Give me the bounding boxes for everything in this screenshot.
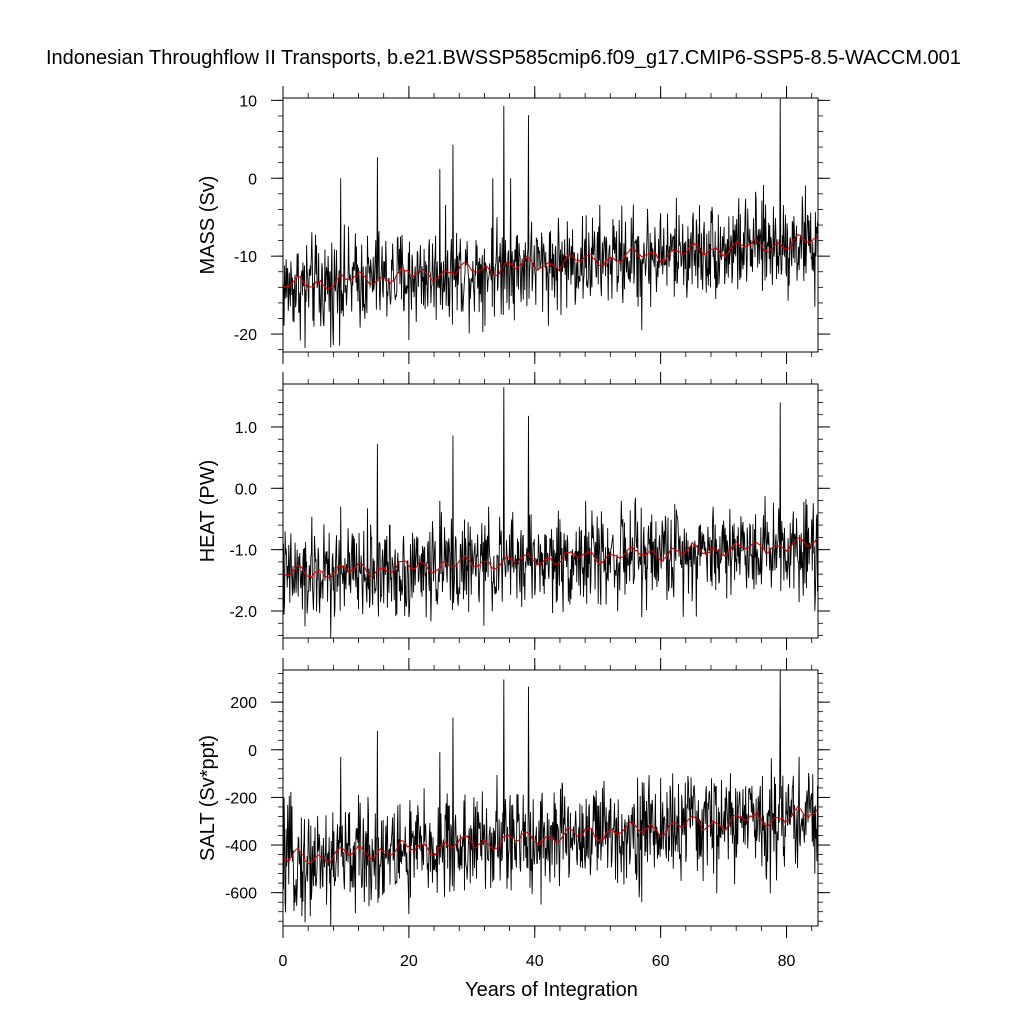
heat-ytick-label: 0.0 [235,481,257,498]
mass-ytick-label: 0 [248,171,257,188]
salt-ylabel: SALT (Sv*ppt) [197,735,219,861]
heat-frame [282,383,819,639]
salt-ytick-label: -400 [225,838,257,855]
mass-frame [282,97,819,353]
salt-ytick-label: 200 [230,695,257,712]
panel-heat: 1.0 0.0 -1.0 -2.0 HEAT (PW) [197,372,830,650]
mass-ytick-label: -10 [234,249,257,266]
salt-xtick-label: 60 [652,953,670,970]
chart-title: Indonesian Throughflow II Transports, b.… [46,47,961,69]
salt-xlabel: Years of Integration [465,979,638,1001]
heat-series-raw [283,387,818,638]
mass-ytick-label: 10 [239,93,257,110]
mass-ylabel: MASS (Sv) [197,176,219,275]
salt-xtick-label: 20 [400,953,418,970]
salt-xtick-label: 40 [526,953,544,970]
heat-ytick-label: -2.0 [229,604,257,621]
salt-frame [282,669,819,927]
heat-ytick-label: 1.0 [235,420,257,437]
salt-series-raw [283,670,818,926]
panel-salt: 200 0 -200 -400 -600 0 20 40 60 80 SALT (Sv*ppt) Ye… [197,658,830,1001]
heat-series-smooth [283,537,818,579]
heat-ylabel: HEAT (PW) [197,460,219,563]
salt-xtick-label: 0 [279,953,288,970]
panel-mass: 10 0 -10 -20 MASS (Sv) [197,86,830,364]
salt-series-smooth [283,805,818,865]
mass-ytick-label: -20 [234,327,257,344]
mass-series-smooth [283,233,818,290]
salt-xtick-label: 80 [778,953,796,970]
salt-ytick-label: 0 [248,743,257,760]
mass-series-raw [283,98,818,349]
heat-ytick-label: -1.0 [229,543,257,560]
salt-ytick-label: -600 [225,886,257,903]
salt-ytick-label: -200 [225,790,257,807]
